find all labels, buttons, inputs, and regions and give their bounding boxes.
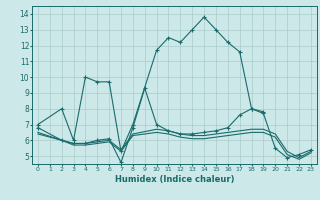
X-axis label: Humidex (Indice chaleur): Humidex (Indice chaleur) [115, 175, 234, 184]
